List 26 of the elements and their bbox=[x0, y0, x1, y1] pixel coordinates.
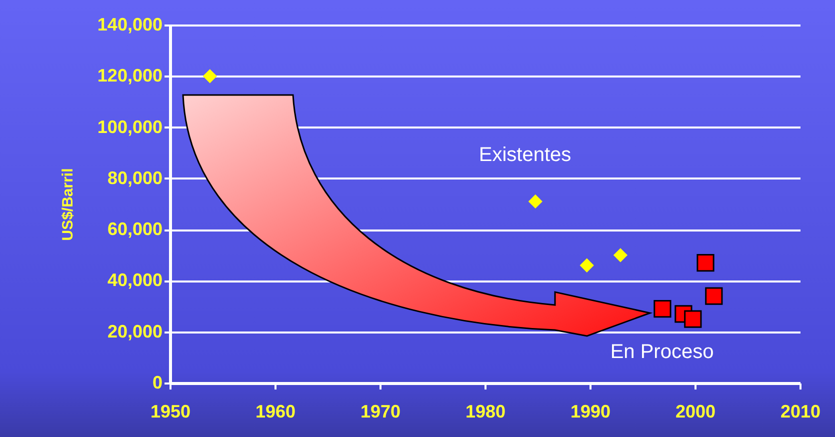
x-tick-label: 1970 bbox=[360, 402, 401, 422]
point bbox=[696, 254, 714, 272]
x-tick-label: 1960 bbox=[255, 402, 296, 422]
y-axis-title: US$/Barril bbox=[59, 168, 76, 241]
point bbox=[654, 300, 672, 318]
point bbox=[528, 194, 542, 209]
point bbox=[684, 310, 702, 328]
series-label: En Proceso bbox=[610, 341, 714, 363]
point bbox=[202, 69, 217, 84]
x-tick-label: 1950 bbox=[150, 402, 191, 422]
x-tick-label: 1990 bbox=[570, 402, 611, 422]
y-tick-label: 120,000 bbox=[97, 66, 162, 86]
y-tick-label: 100,000 bbox=[97, 116, 162, 137]
x-tick-label: 2000 bbox=[675, 402, 716, 422]
point bbox=[705, 287, 723, 305]
y-tick-label: 20,000 bbox=[107, 321, 162, 342]
point bbox=[613, 248, 628, 262]
y-tick-label: 60,000 bbox=[107, 219, 162, 240]
y-tick-label: 0 bbox=[152, 372, 162, 392]
x-tick-label: 2010 bbox=[780, 402, 821, 422]
x-tick-label: 1980 bbox=[465, 402, 506, 422]
text: Existentes bbox=[478, 144, 572, 166]
y-tick-label: 140,000 bbox=[97, 14, 162, 34]
point bbox=[580, 258, 594, 272]
y-tick-label: 80,000 bbox=[107, 168, 162, 188]
y-tick-label: 40,000 bbox=[107, 270, 162, 290]
